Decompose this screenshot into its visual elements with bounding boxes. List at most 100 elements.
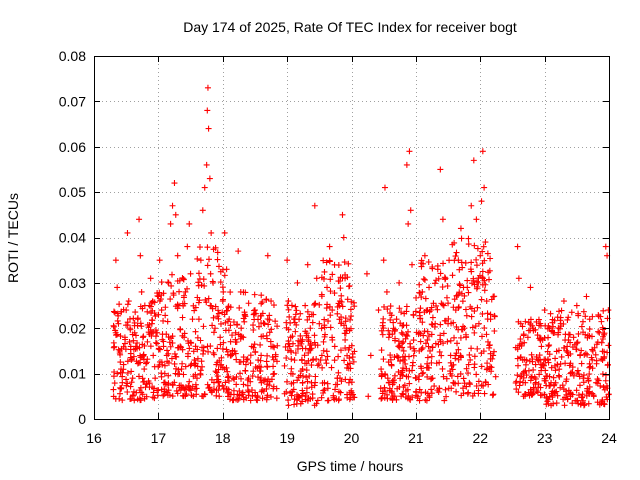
data-point (480, 275, 487, 282)
data-point (335, 369, 342, 376)
data-point (479, 268, 486, 275)
data-point (483, 298, 490, 305)
data-point (231, 376, 238, 383)
data-point (455, 380, 462, 387)
data-point (330, 392, 337, 399)
data-point (598, 356, 605, 363)
data-point (302, 393, 309, 400)
data-point (130, 337, 137, 344)
data-point (230, 319, 237, 326)
data-point (483, 331, 490, 338)
data-point (581, 351, 588, 358)
data-point (303, 389, 310, 396)
data-point (194, 363, 201, 370)
data-point (297, 332, 304, 339)
data-point (116, 390, 123, 397)
data-point (554, 361, 561, 368)
data-point (528, 373, 535, 380)
data-point (350, 358, 357, 365)
data-point (216, 357, 223, 364)
data-point (489, 355, 496, 362)
data-point (419, 344, 426, 351)
data-point (492, 373, 499, 380)
data-point (534, 389, 541, 396)
data-point (181, 334, 188, 341)
data-point (473, 256, 480, 263)
data-point (179, 360, 186, 367)
data-point (152, 327, 159, 334)
data-point (568, 309, 575, 316)
data-point (174, 252, 181, 259)
data-point (430, 300, 437, 307)
data-point (444, 338, 451, 345)
data-point (564, 349, 571, 356)
data-point (225, 373, 232, 380)
data-point (402, 360, 409, 367)
data-point (271, 344, 278, 351)
data-point (420, 369, 427, 376)
data-point (187, 362, 194, 369)
data-point (116, 347, 123, 354)
data-point (288, 356, 295, 363)
data-point (154, 392, 161, 399)
data-point (570, 372, 577, 379)
data-point (342, 376, 349, 383)
data-point (171, 360, 178, 367)
data-point (252, 392, 259, 399)
data-point (530, 325, 537, 332)
data-point (554, 392, 561, 399)
data-point (286, 343, 293, 350)
data-point (283, 388, 290, 395)
data-point (575, 330, 582, 337)
data-point (207, 302, 214, 309)
data-point (399, 340, 406, 347)
data-point (409, 261, 416, 268)
data-point (110, 308, 117, 315)
data-point (112, 257, 119, 264)
data-point (297, 338, 303, 345)
data-point (124, 369, 131, 376)
data-point (491, 328, 498, 334)
data-point (542, 322, 549, 329)
data-point (309, 391, 316, 398)
data-point (129, 375, 136, 382)
data-point (517, 320, 524, 327)
data-point (287, 334, 294, 341)
data-point (169, 339, 176, 346)
data-point (450, 319, 457, 326)
data-point (394, 385, 401, 392)
data-point (525, 367, 532, 374)
data-point (434, 266, 441, 273)
data-point (465, 235, 472, 242)
data-point (534, 356, 541, 363)
data-point (321, 386, 328, 393)
data-point (580, 375, 587, 382)
data-point (308, 384, 315, 391)
data-point (311, 402, 318, 409)
data-point (429, 314, 436, 321)
data-point (308, 311, 315, 318)
data-point (321, 333, 328, 340)
grid (94, 56, 609, 419)
data-point (315, 361, 322, 368)
data-point (134, 322, 141, 329)
data-point (289, 388, 296, 395)
data-point (186, 386, 193, 393)
data-point (247, 360, 254, 367)
data-point (517, 373, 524, 380)
data-point (204, 244, 211, 251)
data-point (264, 392, 271, 399)
data-point (457, 334, 464, 341)
data-point (117, 384, 124, 391)
data-point (195, 279, 202, 286)
data-point (204, 381, 211, 388)
data-point (481, 324, 488, 331)
data-point (328, 364, 335, 371)
data-point (233, 396, 240, 403)
data-point (454, 373, 461, 380)
data-point (141, 342, 148, 349)
data-point (573, 387, 580, 394)
data-point (491, 312, 498, 319)
data-point (447, 352, 454, 359)
data-point (432, 340, 439, 347)
